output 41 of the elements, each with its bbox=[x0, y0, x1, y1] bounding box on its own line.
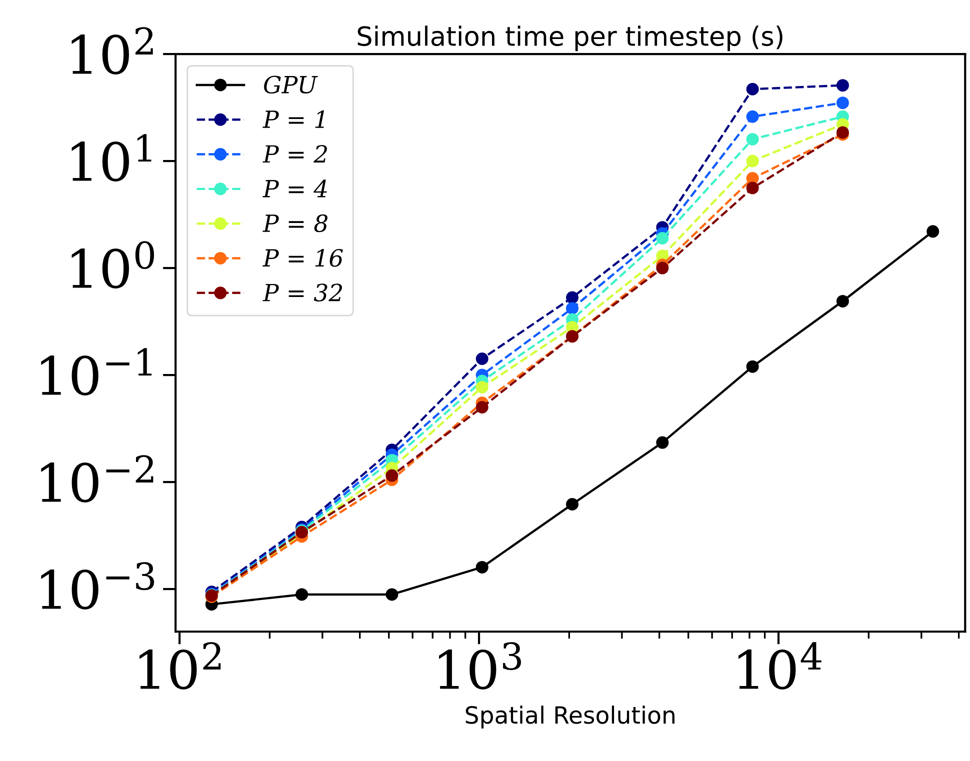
x-axis-title: Spatial Resolution bbox=[466, 706, 674, 728]
y-tick-label: 10$^{−3}$ bbox=[41, 562, 154, 610]
y-tick-label: 10$^{−1}$ bbox=[41, 348, 152, 396]
x-tick-label: 10$^{3}$ bbox=[439, 642, 521, 690]
point bbox=[746, 154, 759, 168]
y-tick-label: 10$^{2}$ bbox=[72, 27, 153, 74]
point bbox=[836, 294, 849, 308]
legend-label: P = 4 bbox=[262, 180, 327, 198]
point bbox=[476, 352, 488, 365]
point bbox=[656, 436, 669, 449]
point bbox=[836, 79, 849, 92]
point bbox=[566, 498, 579, 511]
point bbox=[746, 132, 759, 146]
legend-label: P = 1 bbox=[262, 110, 324, 128]
chart-title: Simulation time per timestep (s) bbox=[358, 26, 782, 52]
y-tick-label: 10$^{−2}$ bbox=[41, 455, 154, 502]
point bbox=[296, 588, 308, 601]
y-tick-label: 10$^{1}$ bbox=[72, 134, 152, 182]
legend-label: GPU bbox=[264, 76, 318, 94]
point bbox=[566, 291, 579, 304]
point bbox=[566, 302, 579, 315]
legend-label: P = 8 bbox=[262, 214, 328, 232]
point bbox=[746, 360, 759, 373]
point bbox=[746, 110, 759, 123]
x-tick-label: 10$^{4}$ bbox=[738, 642, 822, 690]
point bbox=[836, 96, 849, 110]
legend-label: P = 32 bbox=[262, 284, 342, 302]
point bbox=[476, 560, 488, 574]
point bbox=[386, 588, 398, 601]
x-tick-label: 10$^{2}$ bbox=[140, 642, 221, 690]
point bbox=[386, 469, 398, 482]
point bbox=[926, 225, 940, 238]
point bbox=[656, 232, 669, 244]
point bbox=[656, 262, 669, 274]
legend-label: P = 16 bbox=[262, 248, 343, 267]
y-tick-label: 10$^{0}$ bbox=[72, 241, 154, 288]
point bbox=[746, 82, 759, 96]
point bbox=[746, 182, 759, 194]
point bbox=[476, 380, 488, 394]
legend-label: P = 2 bbox=[262, 145, 327, 163]
point bbox=[476, 401, 488, 414]
